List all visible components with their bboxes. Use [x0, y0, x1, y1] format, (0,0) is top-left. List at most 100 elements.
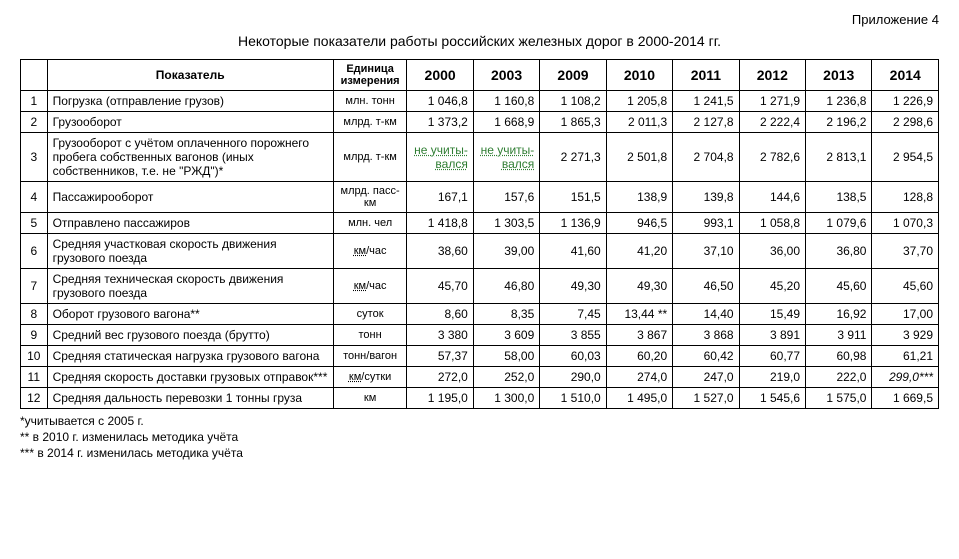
- row-value: 16,92: [806, 304, 872, 325]
- row-unit: тонн: [333, 325, 407, 346]
- row-value: 46,50: [673, 269, 739, 304]
- row-indicator: Отправлено пассажиров: [47, 213, 333, 234]
- row-value: 144,6: [739, 182, 805, 213]
- row-value: 1 079,6: [806, 213, 872, 234]
- row-value: 1 070,3: [872, 213, 939, 234]
- row-value: 2 782,6: [739, 133, 805, 182]
- row-value: 60,03: [540, 346, 606, 367]
- row-value: 1 195,0: [407, 388, 473, 409]
- col-year-1: 2003: [473, 60, 539, 91]
- row-value: 60,42: [673, 346, 739, 367]
- footnote-1: *учитывается с 2005 г.: [20, 413, 939, 429]
- row-value: 41,60: [540, 234, 606, 269]
- row-value: 1 300,0: [473, 388, 539, 409]
- row-value: 157,6: [473, 182, 539, 213]
- col-year-7: 2014: [872, 60, 939, 91]
- row-value: 46,80: [473, 269, 539, 304]
- row-index: 12: [21, 388, 48, 409]
- row-value: 57,37: [407, 346, 473, 367]
- row-value: 167,1: [407, 182, 473, 213]
- row-value: 1 271,9: [739, 91, 805, 112]
- row-value: 2 813,1: [806, 133, 872, 182]
- col-indicator: Показатель: [47, 60, 333, 91]
- row-value: 274,0: [606, 367, 672, 388]
- row-value: 49,30: [606, 269, 672, 304]
- row-unit: км: [333, 388, 407, 409]
- row-value: 222,0: [806, 367, 872, 388]
- row-value: 2 222,4: [739, 112, 805, 133]
- table-row: 5Отправлено пассажировмлн. чел1 418,81 3…: [21, 213, 939, 234]
- row-value: 2 011,3: [606, 112, 672, 133]
- row-value: 299,0***: [872, 367, 939, 388]
- row-value: 1 058,8: [739, 213, 805, 234]
- row-value: 49,30: [540, 269, 606, 304]
- row-value: 2 127,8: [673, 112, 739, 133]
- row-value: 993,1: [673, 213, 739, 234]
- row-value: 39,00: [473, 234, 539, 269]
- row-value: 36,80: [806, 234, 872, 269]
- row-value: 946,5: [606, 213, 672, 234]
- row-value: 151,5: [540, 182, 606, 213]
- row-value: не учиты-вался: [473, 133, 539, 182]
- row-indicator: Средний вес грузового поезда (брутто): [47, 325, 333, 346]
- row-value: 1 046,8: [407, 91, 473, 112]
- row-value: 13,44 **: [606, 304, 672, 325]
- row-value: 2 704,8: [673, 133, 739, 182]
- row-value: 138,5: [806, 182, 872, 213]
- appendix-label: Приложение 4: [20, 12, 939, 27]
- row-value: 1 226,9: [872, 91, 939, 112]
- row-value: 41,20: [606, 234, 672, 269]
- row-value: 247,0: [673, 367, 739, 388]
- footnotes: *учитывается с 2005 г. ** в 2010 г. изме…: [20, 413, 939, 462]
- row-value: 2 501,8: [606, 133, 672, 182]
- row-value: 2 954,5: [872, 133, 939, 182]
- col-index: [21, 60, 48, 91]
- row-value: 38,60: [407, 234, 473, 269]
- row-indicator: Пассажирооборот: [47, 182, 333, 213]
- col-year-5: 2012: [739, 60, 805, 91]
- row-value: 1 495,0: [606, 388, 672, 409]
- row-indicator: Средняя скорость доставки грузовых отпра…: [47, 367, 333, 388]
- row-index: 4: [21, 182, 48, 213]
- row-indicator: Грузооборот: [47, 112, 333, 133]
- row-value: 252,0: [473, 367, 539, 388]
- row-unit: млн. чел: [333, 213, 407, 234]
- row-unit: км/час: [333, 269, 407, 304]
- table-row: 12Средняя дальность перевозки 1 тонны гр…: [21, 388, 939, 409]
- row-value: 3 380: [407, 325, 473, 346]
- row-value: 7,45: [540, 304, 606, 325]
- footnote-3: *** в 2014 г. изменилась методика учёта: [20, 445, 939, 461]
- row-value: 17,00: [872, 304, 939, 325]
- row-value: 45,60: [872, 269, 939, 304]
- col-year-3: 2010: [606, 60, 672, 91]
- table-row: 8Оборот грузового вагона**суток8,608,357…: [21, 304, 939, 325]
- table-row: 11Средняя скорость доставки грузовых отп…: [21, 367, 939, 388]
- row-value: 45,20: [739, 269, 805, 304]
- row-value: 128,8: [872, 182, 939, 213]
- row-value: 36,00: [739, 234, 805, 269]
- row-value: 8,60: [407, 304, 473, 325]
- row-value: 1 865,3: [540, 112, 606, 133]
- row-index: 10: [21, 346, 48, 367]
- row-value: 3 868: [673, 325, 739, 346]
- row-index: 1: [21, 91, 48, 112]
- col-year-6: 2013: [806, 60, 872, 91]
- row-value: 290,0: [540, 367, 606, 388]
- row-value: 8,35: [473, 304, 539, 325]
- row-value: 1 510,0: [540, 388, 606, 409]
- row-value: 1 418,8: [407, 213, 473, 234]
- row-value: 60,98: [806, 346, 872, 367]
- row-indicator: Средняя дальность перевозки 1 тонны груз…: [47, 388, 333, 409]
- row-indicator: Оборот грузового вагона**: [47, 304, 333, 325]
- row-value: 1 545,6: [739, 388, 805, 409]
- row-value: 37,70: [872, 234, 939, 269]
- col-year-0: 2000: [407, 60, 473, 91]
- row-unit: млрд. пасс-км: [333, 182, 407, 213]
- page-title: Некоторые показатели работы российских ж…: [20, 33, 939, 49]
- table-row: 2Грузооборотмлрд. т-км1 373,21 668,91 86…: [21, 112, 939, 133]
- row-value: 60,20: [606, 346, 672, 367]
- table-row: 7Средняя техническая скорость движения г…: [21, 269, 939, 304]
- row-value: 1 669,5: [872, 388, 939, 409]
- row-value: 1 236,8: [806, 91, 872, 112]
- row-value: 15,49: [739, 304, 805, 325]
